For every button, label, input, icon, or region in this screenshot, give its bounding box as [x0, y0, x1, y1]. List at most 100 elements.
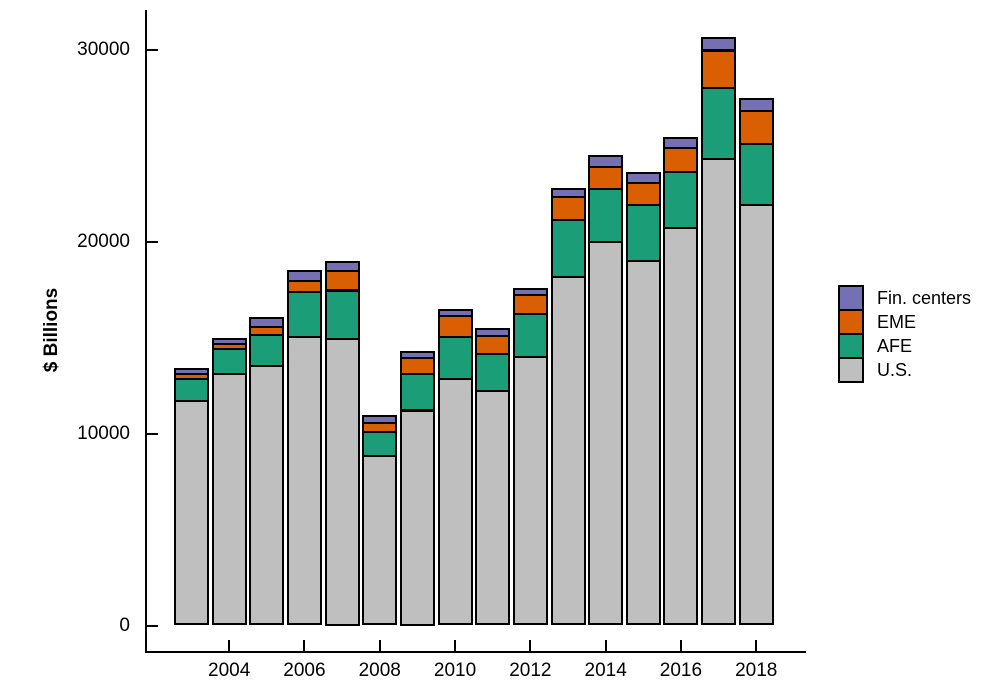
bar-2007-segment-fincenters [324, 260, 360, 273]
bar-2003-segment-afe [174, 377, 209, 402]
bar-2016-segment-fincenters [663, 136, 699, 150]
bar-2006-segment-fincenters [286, 270, 322, 282]
bar-2010-segment-afe [437, 335, 473, 380]
bar-2016-segment-eme [663, 147, 699, 174]
x-tick-label: 2012 [509, 660, 552, 681]
bar-2004-segment-afe [211, 348, 247, 375]
x-tick-label: 2008 [358, 660, 401, 681]
bar-2011-segment-afe [475, 352, 511, 393]
bar-2004-segment-us [211, 373, 247, 626]
bar-2004-segment-fincenters [211, 337, 247, 346]
bar-2009-segment-eme [399, 356, 435, 375]
bar-2005-segment-afe [249, 333, 285, 368]
bar-2006-segment-us [286, 335, 322, 626]
bar-2018-segment-fincenters [738, 98, 774, 112]
y-tick-label: 20000 [77, 231, 130, 252]
y-tick-label: 10000 [77, 423, 130, 444]
bar-2013-segment-fincenters [550, 187, 586, 199]
x-tick [454, 640, 457, 652]
x-axis-line [144, 651, 806, 653]
bar-2014-segment-fincenters [588, 155, 624, 168]
bar-2017-segment-fincenters [701, 37, 737, 52]
bar-2006-segment-afe [286, 291, 322, 338]
bar-2014-segment-eme [588, 165, 624, 190]
y-tick [145, 240, 158, 243]
y-tick [145, 624, 158, 627]
y-tick-label: 0 [119, 615, 130, 636]
y-tick-label: 30000 [77, 39, 130, 60]
legend-label-fin-centers: Fin. centers [877, 288, 972, 308]
bar-2016-segment-us [663, 227, 699, 626]
bar-2007-segment-eme [324, 270, 360, 292]
x-tick [529, 640, 532, 652]
bar-2013-segment-eme [550, 196, 586, 222]
x-tick-label: 2016 [659, 660, 703, 681]
bar-2011-segment-us [475, 390, 511, 626]
x-tick [679, 640, 682, 652]
bar-2008-segment-us [362, 454, 398, 626]
x-tick [378, 640, 381, 652]
bar-2013-segment-afe [550, 219, 586, 279]
bar-2015-segment-eme [625, 181, 661, 207]
x-tick-label: 2014 [584, 660, 627, 681]
x-tick [604, 640, 607, 652]
legend-label-us: U.S. [877, 360, 913, 380]
bar-2018-segment-eme [738, 109, 774, 145]
bar-2006-segment-eme [286, 279, 322, 294]
bar-2008-segment-afe [362, 430, 398, 457]
legend-label-eme: EME [877, 312, 917, 332]
bar-2018-segment-us [738, 204, 774, 626]
bar-2012-segment-us [512, 355, 548, 626]
bar-2007-segment-us [324, 337, 360, 626]
legend-swatch-afe [838, 333, 864, 359]
legend-swatch-us [838, 357, 864, 383]
x-tick [303, 640, 306, 652]
bar-2013-segment-us [550, 276, 586, 626]
bar-2011-segment-eme [475, 334, 511, 355]
bar-2012-segment-eme [512, 294, 548, 315]
x-tick [228, 640, 231, 652]
legend-swatch-eme [838, 309, 864, 335]
y-tick [145, 48, 158, 51]
legend-label-afe: AFE [877, 336, 913, 356]
legend-item-us: U.S. [838, 357, 971, 383]
bar-2015-segment-afe [625, 204, 661, 262]
x-tick [755, 640, 758, 652]
x-tick-label: 2006 [283, 660, 326, 681]
y-axis-title: $ Billions [41, 287, 62, 373]
bar-2012-segment-afe [512, 312, 548, 358]
bar-2014-segment-afe [588, 187, 624, 243]
bar-2010-segment-eme [437, 315, 473, 338]
bar-2016-segment-afe [663, 171, 699, 230]
x-tick-label: 2004 [208, 660, 251, 681]
bar-2005-segment-us [249, 365, 285, 626]
legend-item-fin-centers: Fin. centers [838, 285, 971, 311]
bar-2010-segment-fincenters [437, 308, 473, 318]
bar-2011-segment-fincenters [475, 327, 511, 337]
legend: Fin. centers EME AFE U.S. [838, 285, 971, 383]
bar-2009-segment-us [399, 409, 435, 626]
bar-2008-segment-fincenters [362, 415, 398, 424]
bar-2018-segment-afe [738, 142, 774, 207]
legend-item-eme: EME [838, 309, 971, 335]
y-tick [145, 432, 158, 435]
bar-2014-segment-us [588, 240, 624, 626]
bar-2009-segment-afe [399, 373, 435, 412]
bar-2010-segment-us [437, 377, 473, 626]
bar-2017-segment-us [701, 157, 737, 626]
bar-2017-segment-eme [701, 49, 737, 89]
bar-2009-segment-fincenters [399, 350, 435, 359]
y-axis-line [144, 10, 147, 653]
bar-2003-segment-fincenters [174, 368, 209, 376]
x-tick-label: 2010 [433, 660, 477, 681]
bar-2015-segment-us [625, 259, 661, 626]
bar-2012-segment-fincenters [512, 287, 548, 297]
bar-2003-segment-us [174, 399, 209, 626]
bar-2017-segment-afe [701, 86, 737, 160]
legend-item-afe: AFE [838, 333, 971, 359]
bar-2007-segment-afe [324, 289, 360, 340]
x-tick-label: 2018 [735, 660, 778, 681]
bar-2005-segment-fincenters [249, 317, 285, 328]
bar-2015-segment-fincenters [625, 172, 661, 184]
